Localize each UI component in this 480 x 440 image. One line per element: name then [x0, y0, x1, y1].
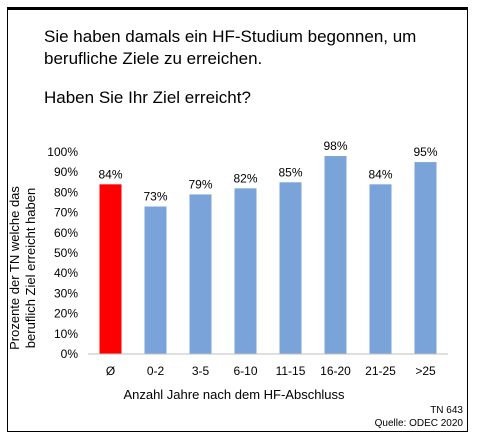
y-tick-label: 50% [54, 246, 78, 260]
x-tick-label: >25 [415, 364, 436, 378]
bar [234, 188, 257, 354]
question-text: Sie haben damals ein HF-Studium begonnen… [44, 27, 417, 68]
y-tick-label: 60% [54, 226, 78, 240]
data-label: 82% [233, 171, 257, 185]
x-axis-title: Anzahl Jahre nach dem HF-Abschluss [123, 387, 345, 402]
y-tick-label: 70% [54, 206, 78, 220]
bar [414, 162, 437, 354]
x-tick-label: 0-2 [147, 364, 165, 378]
bar [144, 206, 167, 354]
y-axis-title-line1: Prozente der TN welche das [7, 186, 22, 350]
y-tick-label: 100% [47, 145, 78, 159]
bar [369, 184, 392, 354]
data-label: 98% [323, 139, 347, 153]
x-axis-ticks: Ø 0-2 3-5 6-10 11-15 16-20 21-25 >25 [106, 364, 436, 378]
data-labels: 84% 73% 79% 82% 85% 98% 84% 95% [98, 139, 437, 204]
y-axis-ticks: 0% 10% 20% 30% 40% 50% 60% 70% 80% 90% 100% [47, 145, 78, 361]
y-axis-title-line2: beruflich Ziel erreicht haben [23, 188, 38, 348]
footer-tn: TN 643 [430, 405, 463, 416]
data-label: 84% [368, 167, 392, 181]
bar [324, 156, 347, 354]
data-label: 73% [143, 190, 167, 204]
question-subtext: Haben Sie Ihr Ziel erreicht? [44, 88, 251, 107]
bar [189, 194, 212, 354]
x-tick-label: 21-25 [365, 364, 396, 378]
data-label: 79% [188, 177, 212, 191]
y-tick-label: 90% [54, 165, 78, 179]
footer-source: Quelle: ODEC 2020 [374, 418, 463, 429]
x-tick-label: 16-20 [320, 364, 351, 378]
bar [99, 184, 122, 354]
y-tick-label: 10% [54, 327, 78, 341]
bars [99, 156, 437, 354]
x-tick-label: Ø [106, 364, 115, 378]
x-tick-label: 6-10 [233, 364, 257, 378]
x-tick-label: 11-15 [276, 364, 306, 378]
x-tick-label: 3-5 [192, 364, 210, 378]
data-label: 85% [278, 165, 302, 179]
bar [279, 182, 302, 354]
data-label: 84% [98, 167, 122, 181]
y-axis-title: Prozente der TN welche das beruflich Zie… [7, 186, 38, 350]
y-tick-label: 30% [54, 286, 78, 300]
data-label: 95% [413, 145, 437, 159]
y-tick-label: 40% [54, 266, 78, 280]
y-tick-label: 20% [54, 307, 78, 321]
y-tick-label: 0% [61, 347, 79, 361]
y-tick-label: 80% [54, 185, 78, 199]
